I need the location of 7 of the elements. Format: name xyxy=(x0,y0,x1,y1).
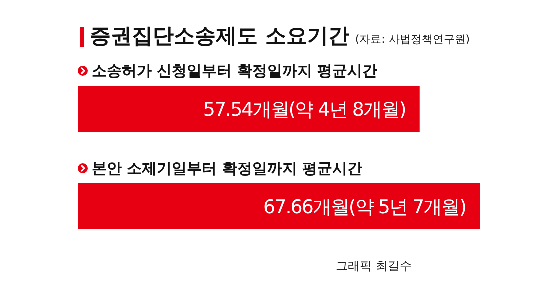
data-label: 67.66개월(약 5년 7개월) xyxy=(264,196,466,218)
text: 그래픽 최길수 xyxy=(336,258,412,275)
data-label: 57.54개월(약 4년 8개월) xyxy=(203,99,406,121)
chart-subtitle: (자료: 사법정책연구원) xyxy=(355,32,470,47)
y-tick-label: 소송허가 신청일부터 확정일까지 평균시간 xyxy=(92,62,378,80)
chart-title: 증권집단소송제도 소요기간 xyxy=(90,23,350,50)
y-tick-label: 본안 소제기일부터 확정일까지 평균시간 xyxy=(92,160,363,178)
